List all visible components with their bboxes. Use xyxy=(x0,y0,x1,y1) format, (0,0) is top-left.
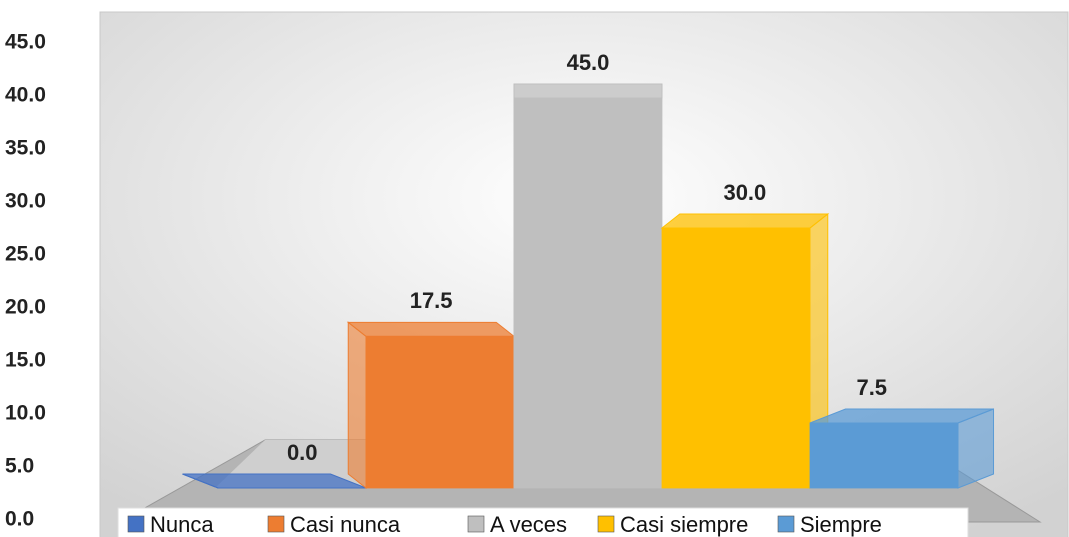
bar-side xyxy=(347,321,367,490)
legend-swatch xyxy=(467,515,485,533)
legend-label: A veces xyxy=(490,512,567,537)
legend-label: Casi siempre xyxy=(620,512,748,537)
y-tick-label: 5.0 xyxy=(5,455,34,478)
bar-side xyxy=(182,473,219,489)
y-tick-label: 0.0 xyxy=(5,508,34,531)
legend-label: Casi nunca xyxy=(290,512,401,537)
data-label: 17.5 xyxy=(410,288,453,313)
y-tick-label: 15.0 xyxy=(5,349,46,372)
legend-label: Siempre xyxy=(800,512,882,537)
data-label: 30.0 xyxy=(723,180,766,205)
bar-top xyxy=(660,213,830,229)
data-label: 45.0 xyxy=(567,50,610,75)
bar xyxy=(809,422,959,489)
bar xyxy=(661,227,811,489)
data-label: 0.0 xyxy=(287,440,318,465)
bar xyxy=(365,335,515,489)
y-tick-label: 10.0 xyxy=(5,402,46,425)
y-tick-label: 25.0 xyxy=(5,243,46,266)
y-tick-label: 35.0 xyxy=(5,137,46,160)
legend-swatch xyxy=(777,515,795,533)
y-tick-label: 40.0 xyxy=(5,84,46,107)
y-tick-label: 20.0 xyxy=(5,296,46,319)
legend xyxy=(117,507,969,537)
y-tick-label: 30.0 xyxy=(5,190,46,213)
bar xyxy=(513,97,663,489)
legend-swatch xyxy=(267,515,285,533)
data-label: 7.5 xyxy=(856,375,887,400)
legend-swatch xyxy=(127,515,145,533)
legend-label: Nunca xyxy=(150,512,214,537)
bar-top xyxy=(346,321,516,337)
y-tick-label: 45.0 xyxy=(5,31,46,54)
bar-top xyxy=(513,83,663,99)
bar-side xyxy=(957,408,995,489)
legend-swatch xyxy=(597,515,615,533)
